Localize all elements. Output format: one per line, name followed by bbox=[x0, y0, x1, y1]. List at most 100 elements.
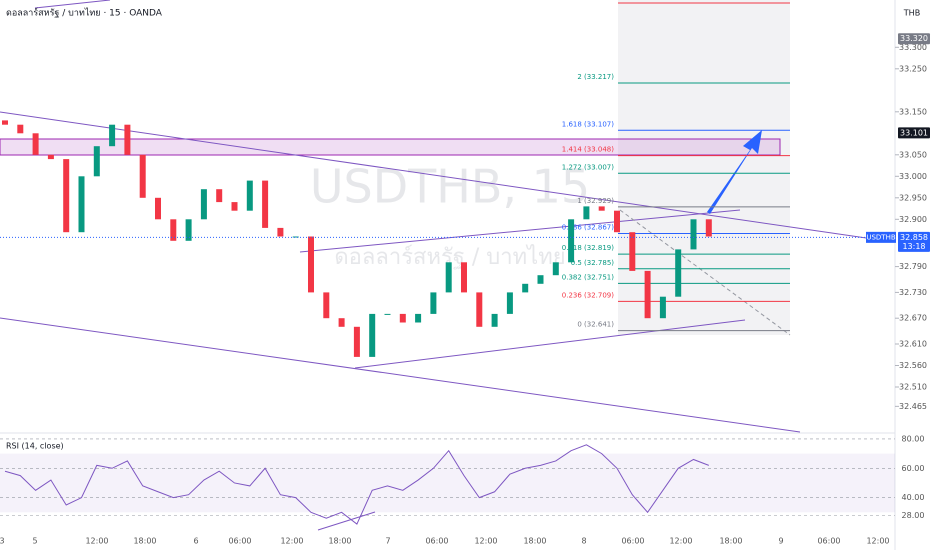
candle-body bbox=[338, 318, 345, 327]
candle-body bbox=[659, 296, 666, 319]
y-tick-label: 33.250 bbox=[899, 64, 927, 73]
candle-body bbox=[461, 262, 467, 293]
candle-body bbox=[47, 154, 54, 160]
fib-label: 0.382 (32.751) bbox=[562, 273, 614, 281]
candle-body bbox=[705, 219, 712, 237]
fib-label: 1.272 (33.007) bbox=[562, 163, 614, 171]
candle-body bbox=[93, 146, 100, 177]
x-tick-label: 18:00 bbox=[523, 537, 546, 546]
candle-body bbox=[231, 202, 238, 211]
candle-body bbox=[629, 232, 636, 271]
y-tick-label: 32.465 bbox=[899, 402, 927, 411]
x-tick-label: 12:00 bbox=[280, 537, 303, 546]
y-tick-label: 32.950 bbox=[899, 193, 927, 202]
fib-label: 0.618 (32.819) bbox=[562, 244, 614, 252]
price-label-box bbox=[898, 127, 930, 139]
currency: THB bbox=[903, 9, 920, 18]
fib-label: 1 (32.929) bbox=[577, 197, 614, 205]
rsi-band bbox=[0, 453, 895, 513]
candle-body bbox=[124, 124, 131, 155]
price-label: 33.320 bbox=[900, 34, 928, 43]
fib-label: 0 (32.641) bbox=[577, 321, 614, 329]
y-tick-label: 33.000 bbox=[899, 172, 927, 181]
symbol-tag: USDTHB bbox=[866, 233, 895, 241]
candle-body bbox=[491, 313, 498, 327]
y-tick-label: 32.900 bbox=[899, 215, 927, 224]
candle-body bbox=[109, 124, 116, 147]
price-label-box bbox=[898, 33, 930, 45]
x-tick-label: 12:00 bbox=[866, 537, 889, 546]
y-tick-label: 32.610 bbox=[899, 340, 927, 349]
rsi-line bbox=[4, 444, 709, 525]
candle-body bbox=[644, 270, 651, 319]
candle-body bbox=[430, 292, 437, 314]
fib-label: 1.414 (33.048) bbox=[562, 146, 614, 154]
x-tick-label: 12:00 bbox=[85, 537, 108, 546]
rsi-title: RSI (14, close) bbox=[6, 442, 64, 451]
y-tick-label: 32.560 bbox=[899, 361, 927, 370]
candle-body bbox=[17, 124, 24, 134]
fib-label: 0.236 (32.709) bbox=[562, 291, 614, 299]
candle-body bbox=[185, 219, 192, 241]
x-tick-label: 7 bbox=[385, 537, 390, 546]
fib-zone bbox=[618, 0, 790, 335]
candle-body bbox=[552, 262, 559, 276]
x-tick-label: 6 bbox=[193, 537, 198, 546]
candle-body bbox=[568, 219, 575, 263]
x-tick-label: 3 bbox=[0, 537, 5, 546]
candle-body bbox=[308, 236, 314, 293]
x-tick-label: 06:00 bbox=[228, 537, 251, 546]
candle-body bbox=[139, 154, 146, 198]
x-tick-label: 06:00 bbox=[621, 537, 644, 546]
countdown: 13:18 bbox=[902, 242, 925, 251]
candle-body bbox=[323, 292, 330, 319]
fib-label: 0.786 (32.867) bbox=[562, 223, 614, 231]
y-tick-label: 32.670 bbox=[899, 314, 927, 323]
fib-label: 2 (33.217) bbox=[577, 73, 614, 81]
arrow bbox=[707, 130, 762, 214]
x-tick-label: 18:00 bbox=[328, 537, 351, 546]
x-tick-label: 12:00 bbox=[474, 537, 497, 546]
candle-body bbox=[415, 313, 422, 323]
candle-body bbox=[353, 326, 360, 357]
rsi-tick-label: 28.00 bbox=[902, 511, 925, 520]
candle-body bbox=[614, 210, 620, 233]
y-tick-label: 33.050 bbox=[899, 150, 927, 159]
candle-body bbox=[170, 219, 177, 241]
candle-body bbox=[246, 180, 253, 211]
candle-body bbox=[522, 283, 529, 293]
x-tick-label: 18:00 bbox=[133, 537, 156, 546]
candle-body bbox=[537, 275, 544, 284]
chart-title: ดอลลาร์สหรัฐ / บาทไทย · 15 · OANDA bbox=[6, 7, 163, 19]
x-tick-label: 06:00 bbox=[425, 537, 448, 546]
candle-body bbox=[2, 120, 8, 125]
candle-body bbox=[445, 262, 452, 293]
x-tick-label: 5 bbox=[32, 537, 37, 546]
candle-body bbox=[32, 133, 39, 155]
candle-body bbox=[690, 219, 697, 250]
candle-body bbox=[384, 313, 391, 315]
x-tick-label: 9 bbox=[778, 537, 783, 546]
candle-body bbox=[78, 176, 85, 233]
rsi-tick-label: 40.00 bbox=[902, 493, 925, 502]
candle-body bbox=[216, 189, 223, 203]
y-tick-label: 33.300 bbox=[899, 43, 927, 52]
fib-trend-line bbox=[619, 209, 791, 336]
candle-body bbox=[476, 292, 483, 327]
candle-body bbox=[292, 236, 299, 238]
candle-body bbox=[63, 159, 70, 233]
x-tick-label: 18:00 bbox=[719, 537, 742, 546]
rsi-tick-label: 60.00 bbox=[902, 464, 925, 473]
y-tick-label: 33.150 bbox=[899, 107, 927, 116]
candle-body bbox=[598, 206, 605, 211]
candle-body bbox=[675, 249, 682, 297]
x-tick-label: 12:00 bbox=[669, 537, 692, 546]
candle-body bbox=[262, 180, 269, 228]
resistance-zone bbox=[0, 138, 781, 156]
y-tick-label: 32.510 bbox=[899, 383, 927, 392]
watermark-symbol: USDTHB, 15 bbox=[310, 160, 590, 214]
candle-body bbox=[399, 313, 406, 323]
y-tick-label: 32.790 bbox=[899, 262, 927, 271]
fib-label: 0.5 (32.785) bbox=[571, 259, 615, 267]
